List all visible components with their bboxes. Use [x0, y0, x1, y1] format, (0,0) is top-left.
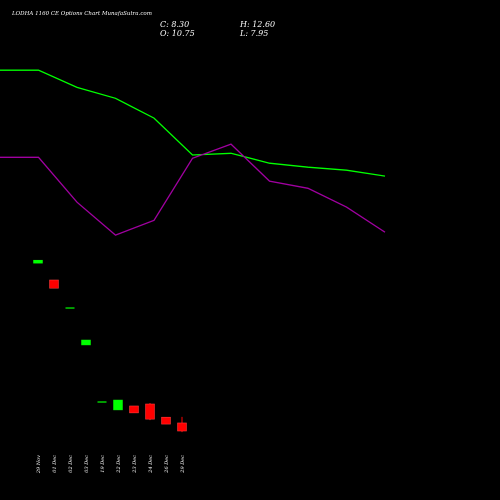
x-tick-label: 02 Dec: [68, 455, 74, 473]
candle-body: [177, 422, 187, 432]
x-tick-label: 23 Dec: [132, 455, 138, 474]
candle-body: [161, 416, 171, 425]
x-tick-label: 22 Dec: [116, 455, 122, 474]
x-tick-label: 19 Dec: [100, 455, 106, 473]
candle-body: [97, 401, 107, 403]
indicator-line: [0, 69, 386, 177]
x-tick-label: 01 Dec: [52, 455, 58, 473]
candle-body: [33, 259, 43, 264]
candle-body: [129, 405, 139, 414]
x-tick-label: 24 Dec: [148, 455, 154, 474]
ohlc-low: L: 7.95: [239, 29, 268, 38]
chart-title: LODHA 1160 CE Options Chart MunafaSutra.…: [11, 11, 152, 17]
x-tick-label: 29 Dec: [180, 455, 186, 474]
candle-body: [81, 339, 91, 346]
candle-body: [65, 307, 75, 309]
candle-body: [145, 403, 155, 420]
ohlc-high: H: 12.60: [239, 20, 275, 29]
ohlc-close: C: 8.30: [160, 20, 189, 29]
candle-body: [49, 279, 59, 289]
x-tick-label: 03 Dec: [84, 455, 90, 473]
indicator-line: [0, 143, 386, 236]
x-tick-label: 26 Dec: [164, 455, 170, 474]
ohlc-open: O: 10.75: [160, 29, 195, 38]
candle-body: [113, 399, 123, 411]
x-tick-label: 29 Nov: [36, 455, 42, 474]
